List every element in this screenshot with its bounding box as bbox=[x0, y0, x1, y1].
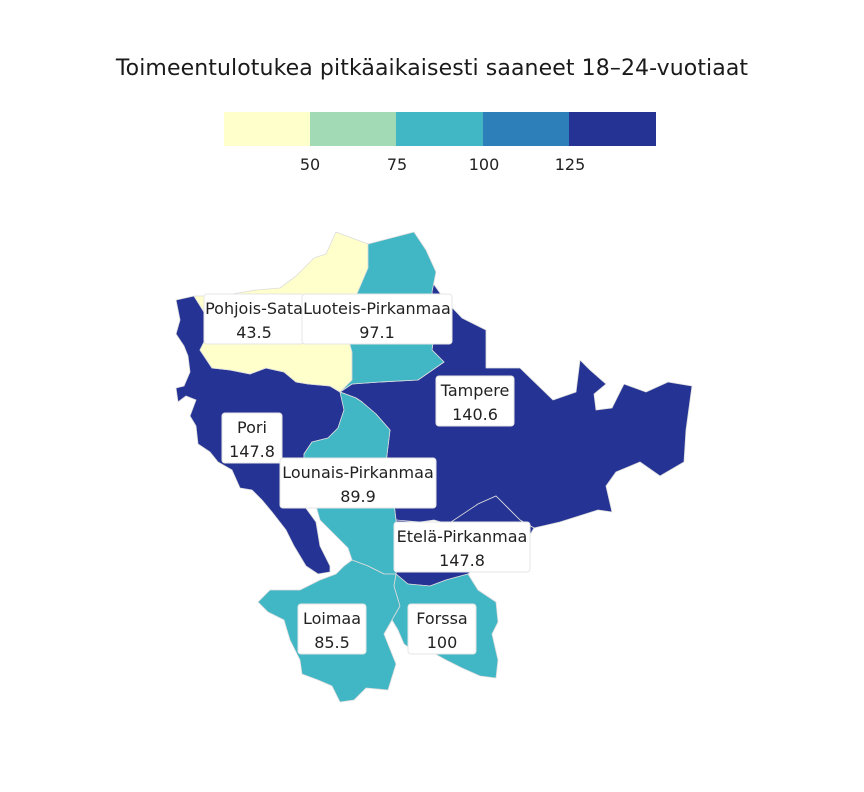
legend-tick: 75 bbox=[387, 155, 407, 174]
legend-tick: 50 bbox=[300, 155, 320, 174]
region-value-label: 89.9 bbox=[340, 487, 376, 506]
region-name-label: Luoteis-Pirkanmaa bbox=[303, 299, 451, 318]
legend-tick: 100 bbox=[469, 155, 500, 174]
label-etela-pirkanmaa: Etelä-Pirkanmaa 147.8 bbox=[393, 521, 531, 573]
map-title: Toimeentulotukea pitkäaikaisesti saaneet… bbox=[115, 56, 749, 81]
legend-swatch-3 bbox=[396, 112, 484, 146]
region-value-label: 147.8 bbox=[439, 551, 485, 570]
label-lounais-pirkanmaa: Lounais-Pirkanmaa 89.9 bbox=[279, 457, 437, 509]
region-name-label: Pori bbox=[237, 418, 267, 437]
region-name-label: Pohjois-Sata bbox=[205, 299, 303, 318]
region-value-label: 43.5 bbox=[236, 323, 272, 342]
label-pori: Pori 147.8 bbox=[221, 412, 283, 464]
legend-swatch-5 bbox=[569, 112, 656, 146]
legend-swatch-1 bbox=[224, 112, 311, 146]
region-name-label: Loimaa bbox=[303, 609, 361, 628]
legend-tick: 125 bbox=[555, 155, 586, 174]
region-value-label: 100 bbox=[427, 633, 458, 652]
label-luoteis-pirkanmaa: Luoteis-Pirkanmaa 97.1 bbox=[301, 293, 453, 345]
label-loimaa: Loimaa 85.5 bbox=[297, 603, 367, 655]
region-value-label: 97.1 bbox=[359, 323, 395, 342]
color-legend: 50 75 100 125 bbox=[224, 112, 656, 174]
region-name-label: Etelä-Pirkanmaa bbox=[397, 527, 528, 546]
legend-swatch-2 bbox=[310, 112, 397, 146]
label-pohjois-satakunta: Pohjois-Sata 43.5 bbox=[203, 293, 305, 345]
region-name-label: Forssa bbox=[416, 609, 467, 628]
label-tampere: Tampere 140.6 bbox=[435, 375, 515, 427]
region-value-label: 140.6 bbox=[452, 405, 498, 424]
region-value-label: 85.5 bbox=[314, 633, 350, 652]
region-value-label: 147.8 bbox=[229, 442, 275, 461]
region-name-label: Tampere bbox=[440, 381, 510, 400]
legend-swatch-4 bbox=[483, 112, 570, 146]
region-name-label: Lounais-Pirkanmaa bbox=[282, 463, 434, 482]
label-forssa: Forssa 100 bbox=[407, 603, 477, 655]
